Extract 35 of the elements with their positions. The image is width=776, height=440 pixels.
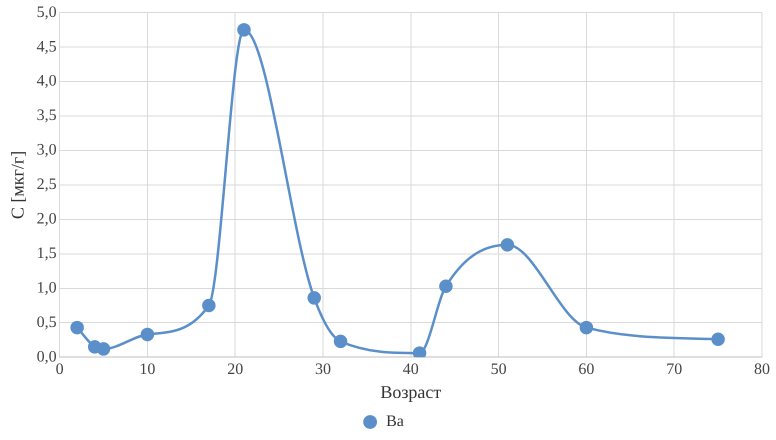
point <box>237 23 251 37</box>
y-axis-title: C [мкг/г] <box>8 150 28 220</box>
x-tick-label: 20 <box>227 361 244 378</box>
point <box>96 342 110 356</box>
point <box>580 320 594 334</box>
y-tick-label: 0,5 <box>36 314 57 331</box>
point <box>140 328 154 342</box>
x-tick-label: 60 <box>578 361 594 378</box>
x-tick-label: 80 <box>754 361 770 378</box>
y-tick-label: 0,0 <box>36 348 57 366</box>
point <box>412 346 426 358</box>
point <box>439 279 453 293</box>
point <box>711 332 725 346</box>
x-tick-label: 50 <box>490 361 507 378</box>
y-tick-label: 4,5 <box>36 38 57 56</box>
x-tick-label: 70 <box>666 361 682 378</box>
point <box>202 298 216 312</box>
point <box>500 238 514 252</box>
y-tick-label: 5,0 <box>36 4 57 21</box>
y-tick-label: 3,5 <box>36 107 57 124</box>
x-axis-title: Возраст <box>380 382 442 402</box>
x-tick-label: 40 <box>402 361 419 378</box>
x-tick-label: 30 <box>315 361 331 378</box>
point <box>70 320 84 334</box>
y-tick-label: 2,5 <box>36 176 57 194</box>
point <box>307 291 321 305</box>
y-tick-label: 2,0 <box>36 210 57 228</box>
y-tick-label: 3,0 <box>36 142 57 159</box>
x-tick-label: 10 <box>139 361 156 378</box>
x-tick-label: 0 <box>56 361 64 378</box>
y-tick-label: 4,0 <box>36 72 57 90</box>
point <box>334 334 348 348</box>
y-tick-label: 1,5 <box>36 245 57 262</box>
legend-label: Ba <box>386 413 404 430</box>
y-tick-label: 1,0 <box>36 279 57 296</box>
